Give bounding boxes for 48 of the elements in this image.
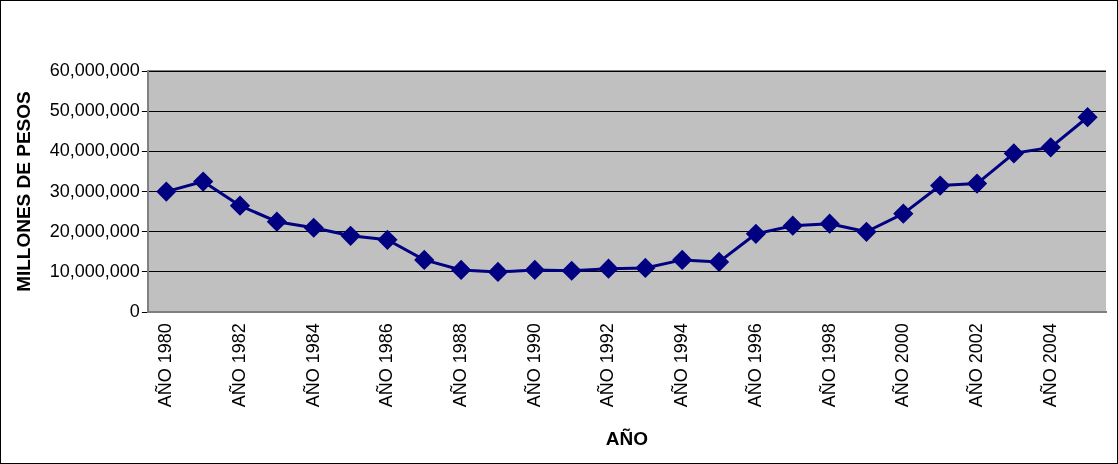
point	[562, 261, 582, 281]
point	[893, 204, 913, 224]
x-tick-label: AÑO 1992	[596, 323, 618, 408]
point	[856, 222, 876, 242]
point	[746, 224, 766, 244]
point	[230, 196, 250, 216]
point	[1004, 143, 1024, 163]
y-tick-label: 60,000,000	[49, 59, 140, 80]
point	[156, 182, 176, 202]
x-tick-label: AÑO 1998	[817, 323, 839, 408]
point	[193, 172, 213, 192]
point	[267, 212, 287, 232]
y-tick-label: 0	[129, 301, 140, 322]
point	[1078, 107, 1098, 127]
point	[820, 214, 840, 234]
point	[709, 252, 729, 272]
x-tick-label: AÑO 1994	[670, 323, 692, 408]
x-tick-label: AÑO 1980	[154, 323, 176, 408]
x-tick-label: AÑO 1986	[375, 323, 397, 408]
x-tick-label: AÑO 1984	[301, 323, 323, 408]
point	[635, 258, 655, 278]
point	[930, 176, 950, 196]
x-tick-label: AÑO 1988	[449, 323, 471, 408]
y-tick-label: 30,000,000	[49, 180, 140, 201]
y-tick-label: 20,000,000	[49, 220, 140, 241]
x-tick-label: AÑO 1996	[743, 323, 765, 408]
point	[783, 216, 803, 236]
point	[488, 262, 508, 282]
point	[414, 250, 434, 270]
y-tick-label: 40,000,000	[49, 140, 140, 161]
point	[525, 260, 545, 280]
y-tick-label: 50,000,000	[49, 100, 140, 121]
point	[599, 259, 619, 279]
x-axis-title: AÑO	[605, 427, 649, 449]
x-tick-label: AÑO 2002	[964, 323, 986, 408]
y-axis-title: MILLONES DE PESOS	[12, 91, 34, 292]
x-tick-label: AÑO 2004	[1038, 323, 1060, 408]
point	[451, 260, 471, 280]
point	[672, 250, 692, 270]
x-tick-label: AÑO 1982	[227, 323, 249, 408]
point	[377, 230, 397, 250]
y-tick-label: 10,000,000	[49, 260, 140, 281]
x-tick-label: AÑO 2000	[891, 323, 913, 408]
point	[967, 174, 987, 194]
x-tick-label: AÑO 1990	[522, 323, 544, 408]
point	[304, 218, 324, 238]
point	[341, 226, 361, 246]
point	[1041, 137, 1061, 157]
